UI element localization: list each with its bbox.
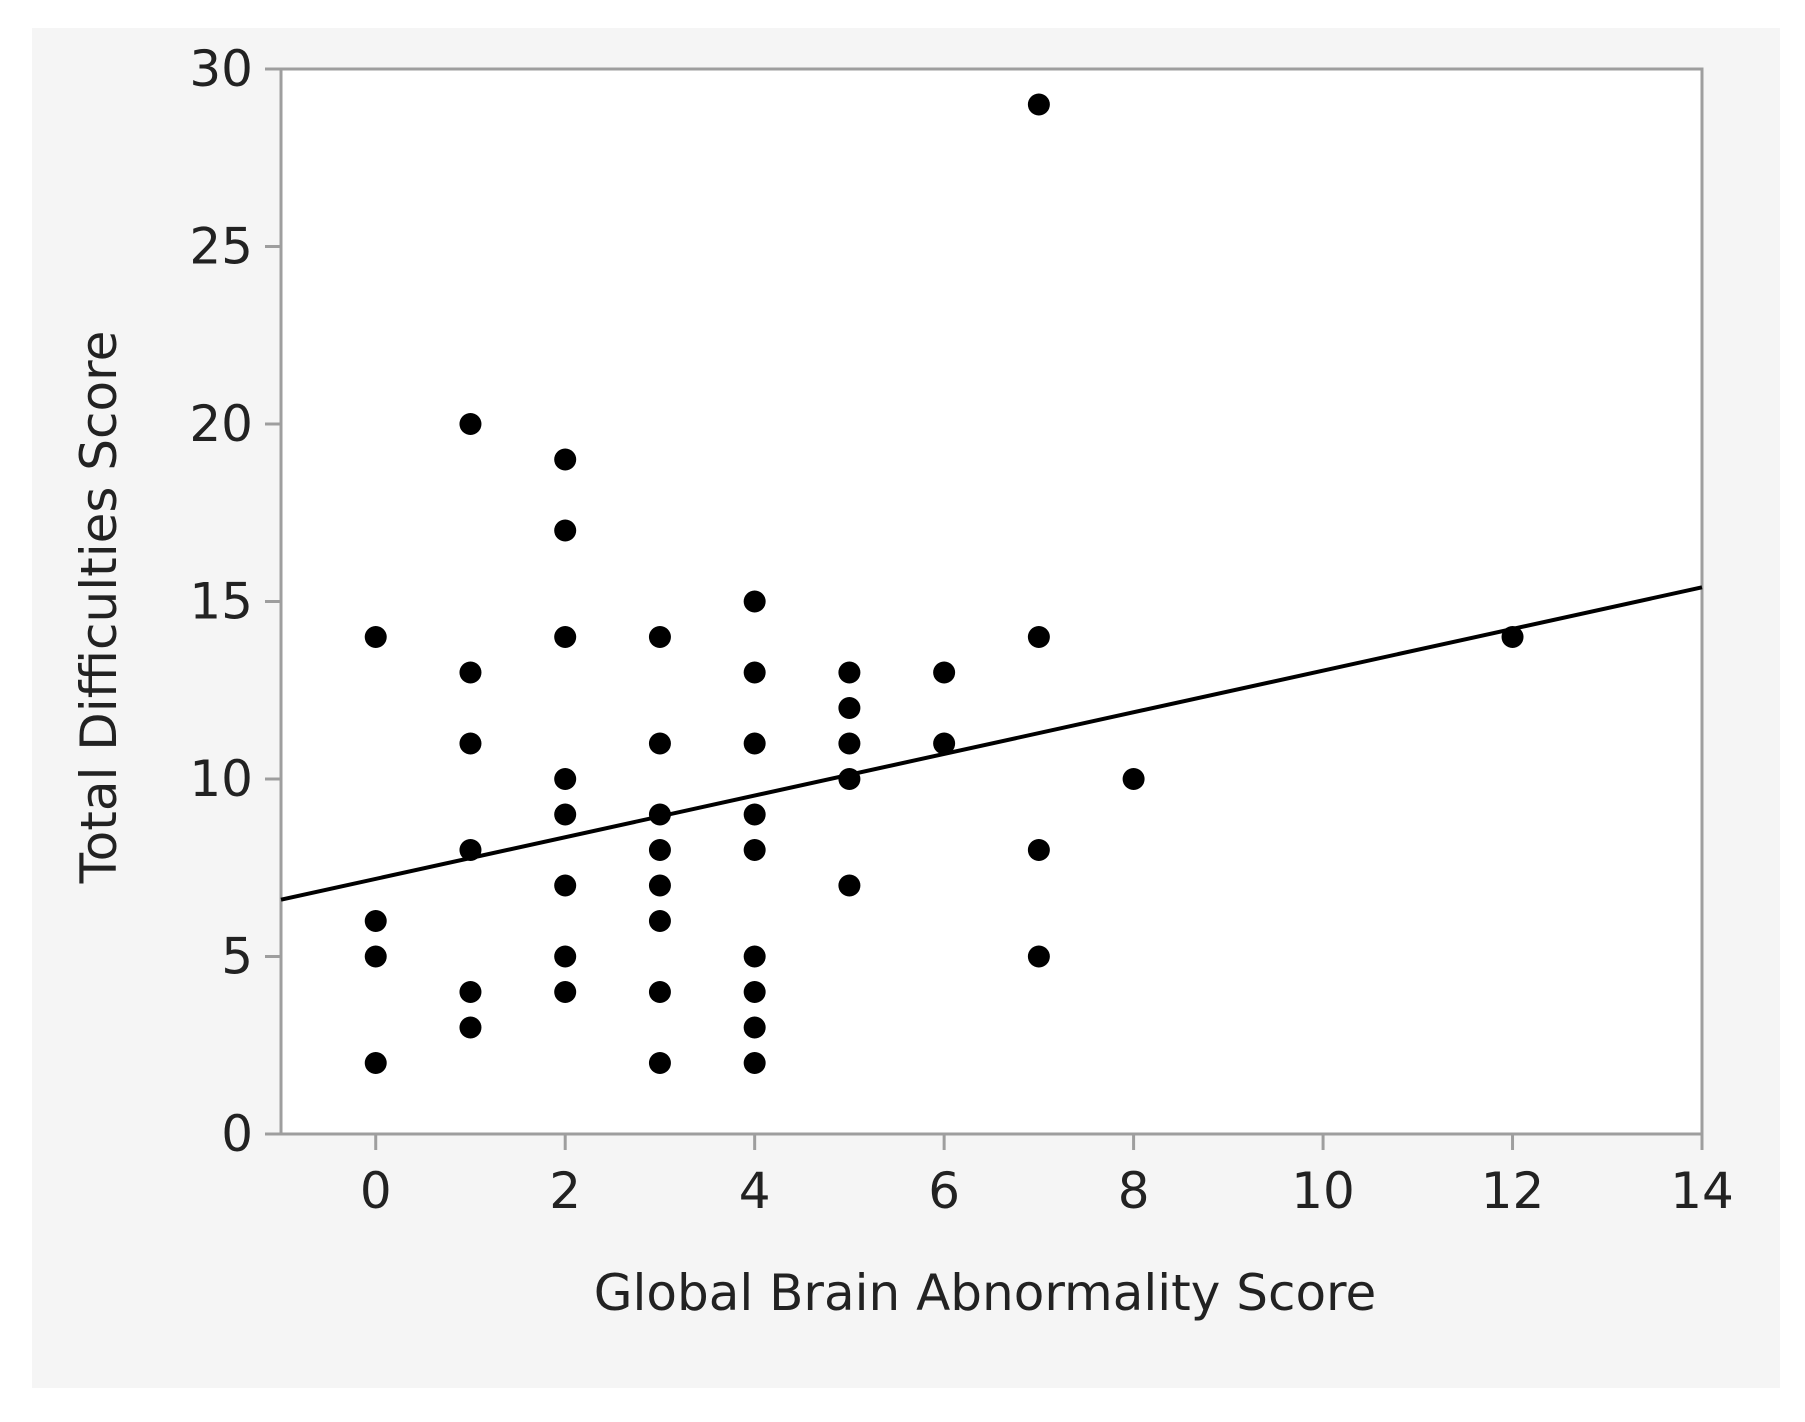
data-point: [554, 768, 577, 790]
y-tick-label: 5: [221, 928, 253, 986]
y-tick-label: 25: [189, 218, 253, 276]
data-point: [743, 661, 766, 684]
data-point: [648, 981, 671, 1003]
data-point: [648, 874, 671, 897]
data-point: [1122, 768, 1145, 790]
x-tick-label: 12: [1481, 1162, 1545, 1220]
data-point: [364, 1052, 387, 1074]
x-tick-label: 0: [360, 1162, 392, 1220]
data-point: [743, 1016, 766, 1039]
data-point: [743, 803, 766, 826]
data-point: [933, 661, 956, 684]
y-axis-ticks: 0 5 10 15 20 25 30: [189, 40, 281, 1163]
data-point: [648, 910, 671, 932]
x-axis-title: Global Brain Abnormality Score: [594, 1264, 1377, 1322]
y-tick-label: 15: [189, 573, 253, 631]
y-tick-label: 0: [221, 1105, 253, 1163]
data-point: [459, 661, 482, 684]
data-point: [554, 945, 577, 968]
data-point: [743, 732, 766, 755]
data-point: [459, 732, 482, 755]
y-axis-title: Total Difficulties Score: [70, 331, 128, 885]
data-point: [554, 981, 577, 1003]
y-tick-label: 30: [189, 40, 253, 98]
y-tick-label: 20: [189, 395, 253, 453]
x-tick-label: 10: [1291, 1162, 1355, 1220]
data-point: [554, 803, 577, 826]
data-point: [933, 732, 956, 755]
data-point: [554, 519, 577, 542]
data-point: [1027, 93, 1050, 116]
data-point: [743, 590, 766, 613]
data-point: [364, 945, 387, 968]
data-point: [838, 661, 861, 684]
data-point: [838, 732, 861, 755]
data-point: [554, 626, 577, 648]
data-point: [1027, 839, 1050, 861]
x-tick-label: 6: [928, 1162, 960, 1220]
data-point: [554, 448, 577, 471]
data-point: [743, 945, 766, 968]
data-point: [554, 874, 577, 897]
data-point: [459, 981, 482, 1003]
data-points: [364, 93, 1524, 1074]
data-point: [648, 1052, 671, 1074]
x-axis-ticks: 0 2 4 6 8 10 12 14: [360, 1134, 1734, 1220]
data-point: [364, 626, 387, 648]
data-point: [1027, 626, 1050, 648]
plot-area: [279, 67, 1704, 1136]
x-tick-label: 2: [549, 1162, 581, 1220]
y-tick-label: 10: [189, 750, 253, 808]
data-point: [648, 732, 671, 755]
data-point: [838, 874, 861, 897]
x-tick-label: 4: [739, 1162, 771, 1220]
data-point: [648, 839, 671, 861]
data-point: [459, 1016, 482, 1039]
data-point: [459, 413, 482, 435]
x-tick-label: 14: [1670, 1162, 1734, 1220]
data-point: [1027, 945, 1050, 968]
regression-line: [280, 585, 1703, 902]
data-point: [743, 981, 766, 1003]
data-point: [648, 626, 671, 648]
data-point: [838, 697, 861, 719]
data-point: [364, 910, 387, 932]
x-tick-label: 8: [1118, 1162, 1150, 1220]
data-point: [743, 1052, 766, 1074]
data-point: [743, 839, 766, 861]
